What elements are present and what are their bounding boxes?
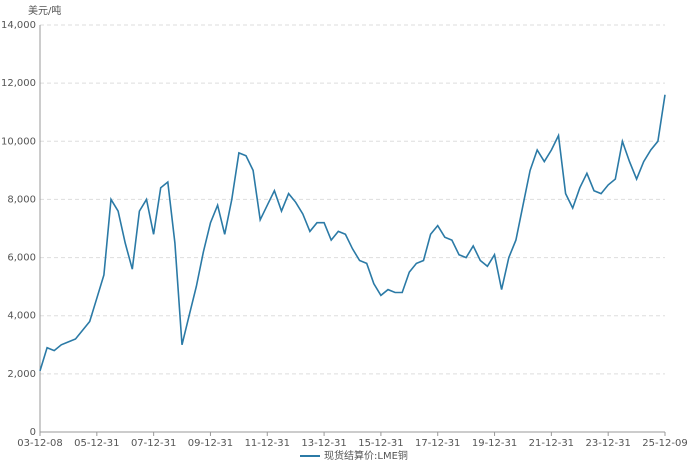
y-tick-label: 10,000 [1, 136, 36, 147]
x-tick-label: 05-12-31 [74, 438, 119, 449]
x-tick-label: 13-12-31 [301, 438, 346, 449]
legend-label: 现货结算价:LME铜 [324, 449, 408, 462]
y-tick-label: 4,000 [7, 311, 36, 322]
y-tick-label: 14,000 [1, 20, 36, 31]
x-tick-label: 09-12-31 [188, 438, 233, 449]
series-line [39, 94, 666, 372]
x-tick-label: 19-12-31 [472, 438, 517, 449]
y-tick-label: 2,000 [7, 369, 36, 380]
x-tick-label: 23-12-31 [585, 438, 630, 449]
y-tick-label: 8,000 [7, 194, 36, 205]
y-unit: 美元/吨 [28, 4, 61, 17]
y-tick-label: 6,000 [7, 253, 36, 264]
x-tick-label: 21-12-31 [529, 438, 574, 449]
x-tick-label: 03-12-08 [17, 438, 62, 449]
y-tick-label: 0 [30, 427, 36, 438]
x-tick-label: 11-12-31 [245, 438, 290, 449]
x-tick-label: 15-12-31 [358, 438, 403, 449]
x-tick-label: 25-12-09 [642, 438, 687, 449]
x-tick-label: 07-12-31 [131, 438, 176, 449]
y-tick-label: 12,000 [1, 78, 36, 89]
x-tick-label: 17-12-31 [415, 438, 460, 449]
